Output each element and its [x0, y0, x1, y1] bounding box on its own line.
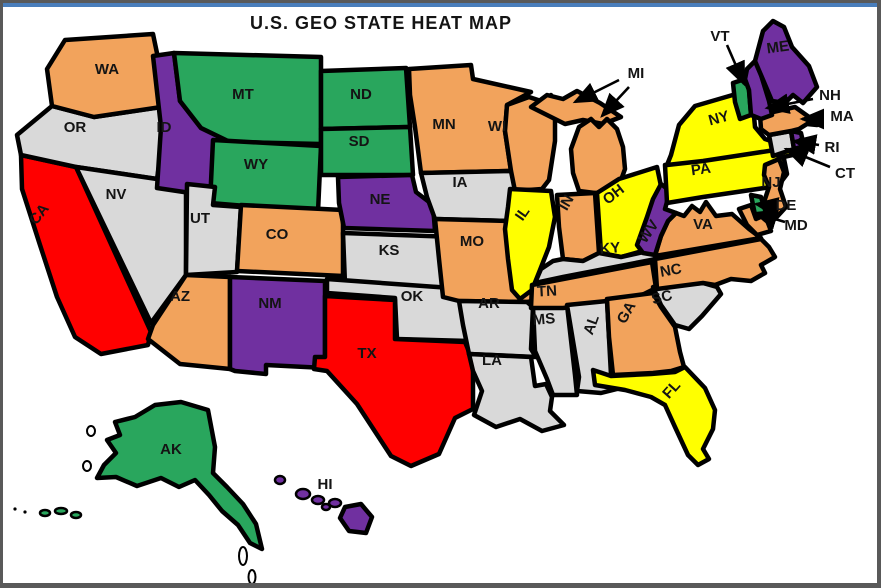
- callout-label-ri: RI: [825, 139, 840, 156]
- state-label-nm: NM: [258, 295, 281, 312]
- state-wy[interactable]: [207, 137, 324, 215]
- state-fl[interactable]: [590, 364, 718, 468]
- state-mi-lower[interactable]: [568, 116, 628, 196]
- state-hi-island[interactable]: [320, 502, 332, 512]
- state-ak-aleutian-island[interactable]: [69, 510, 83, 520]
- state-ak[interactable]: [94, 399, 265, 552]
- callout-label-vt: VT: [710, 28, 729, 45]
- state-ak-aleutian-island[interactable]: [53, 506, 69, 516]
- nh-callout-arrow: [764, 93, 814, 114]
- mi-callout-arrow-upper: [572, 78, 620, 104]
- page-title: U.S. GEO STATE HEAT MAP: [250, 13, 512, 33]
- state-label-tx: TX: [357, 345, 376, 362]
- state-hi-island[interactable]: [273, 474, 287, 486]
- island-dot: [13, 507, 17, 511]
- state-label-nj: NJ: [761, 174, 780, 191]
- callout-label-mi: MI: [628, 65, 645, 82]
- vt-callout-arrow: [725, 44, 746, 87]
- state-hi-island[interactable]: [327, 497, 343, 509]
- state-label-sc: SC: [650, 287, 674, 309]
- callout-label-ma: MA: [830, 108, 853, 125]
- island-outline: [247, 569, 257, 583]
- state-label-ks: KS: [379, 242, 400, 259]
- state-label-sd: SD: [349, 133, 370, 150]
- callout-label-ct: CT: [835, 165, 855, 182]
- state-label-ky: KY: [599, 239, 621, 258]
- state-label-wa: WA: [95, 61, 119, 78]
- state-label-nc: NC: [659, 260, 683, 281]
- state-label-or: OR: [64, 119, 87, 136]
- state-label-wy: WY: [244, 156, 268, 173]
- state-il[interactable]: [502, 186, 558, 302]
- state-label-ut: UT: [190, 210, 210, 227]
- state-label-ms: MS: [532, 310, 556, 329]
- state-label-in: IN: [555, 192, 577, 213]
- state-hi-island[interactable]: [310, 494, 326, 506]
- md-callout-arrow: [752, 209, 786, 230]
- callout-label-de: DE: [776, 197, 797, 214]
- state-label-ny: NY: [707, 108, 732, 130]
- state-label-va: VA: [693, 216, 713, 233]
- state-label-pa: PA: [690, 160, 712, 180]
- state-label-ok: OK: [401, 288, 424, 305]
- state-label-az: AZ: [170, 288, 190, 305]
- callout-label-nh: NH: [819, 87, 841, 104]
- state-label-nd: ND: [350, 86, 372, 103]
- callout-label-md: MD: [784, 217, 807, 234]
- state-label-nv: NV: [106, 186, 127, 203]
- state-hi-big-island[interactable]: [337, 501, 375, 536]
- us-heat-map: U.S. GEO STATE HEAT MAP: [13, 13, 855, 583]
- state-la[interactable]: [466, 351, 567, 434]
- state-label-ne: NE: [370, 191, 391, 208]
- state-label-id: ID: [157, 119, 172, 136]
- ri-callout-arrow: [791, 134, 820, 155]
- state-co[interactable]: [234, 202, 346, 279]
- window-top-accent-bar: [3, 3, 877, 7]
- state-label-ia: IA: [453, 174, 468, 191]
- state-hi-island[interactable]: [294, 487, 312, 501]
- island-outline: [238, 546, 248, 566]
- state-label-me: ME: [766, 38, 791, 58]
- mi-callout-arrow-lower: [600, 86, 630, 118]
- island-dot: [23, 510, 27, 514]
- state-nm[interactable]: [227, 274, 328, 377]
- state-label-mt: MT: [232, 86, 254, 103]
- state-label-hi: HI: [318, 476, 333, 493]
- state-label-la: LA: [482, 352, 502, 369]
- state-label-mo: MO: [460, 233, 484, 250]
- state-label-al: AL: [580, 313, 603, 338]
- island-outline: [86, 425, 96, 437]
- state-label-tn: TN: [537, 282, 558, 300]
- state-tx[interactable]: [311, 293, 476, 469]
- state-label-wi: WI: [488, 118, 506, 135]
- ct-callout-arrow: [783, 147, 831, 169]
- state-label-mn: MN: [432, 116, 455, 133]
- island-outline: [82, 460, 92, 472]
- state-label-ar: AR: [478, 295, 500, 312]
- state-label-co: CO: [266, 226, 289, 243]
- state-nc[interactable]: [652, 236, 778, 292]
- de-callout-arrow: [753, 197, 780, 218]
- state-ak-aleutian-island[interactable]: [38, 508, 52, 518]
- state-label-ak: AK: [160, 441, 182, 458]
